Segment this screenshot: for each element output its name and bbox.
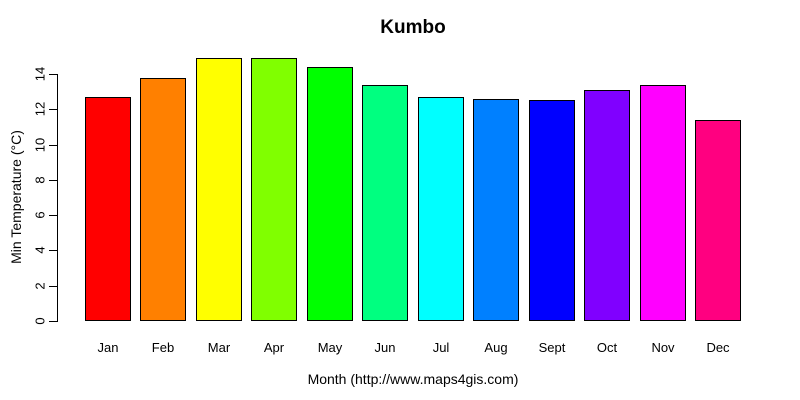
bar-may [307, 67, 353, 321]
bar-oct [584, 90, 630, 321]
x-tick-label-sept: Sept [538, 340, 566, 355]
bar-jan [85, 97, 131, 321]
bar-jun [362, 85, 408, 321]
y-tick-label-text: 14 [32, 66, 48, 82]
y-tick-label-text: 4 [32, 246, 48, 254]
x-tick-label-jun: Jun [374, 340, 396, 355]
y-tick-label-text: 12 [32, 101, 48, 117]
y-tick-mark-14 [49, 74, 57, 75]
bar-aug [473, 99, 519, 321]
x-tick-label-apr: Apr [263, 340, 285, 355]
chart-title: Kumbo [380, 17, 446, 38]
y-tick-mark-10 [49, 145, 57, 146]
bar-apr [251, 58, 297, 321]
y-tick-mark-12 [49, 109, 57, 110]
y-tick-label-text: 2 [32, 282, 48, 290]
y-axis-line [57, 74, 58, 322]
x-tick-label-jan: Jan [97, 340, 119, 355]
y-tick-mark-6 [49, 215, 57, 216]
x-tick-label-mar: Mar [207, 340, 231, 355]
x-tick-label-aug: Aug [484, 340, 508, 355]
y-tick-label-text: 6 [32, 211, 48, 219]
x-tick-label-feb: Feb [151, 340, 175, 355]
bar-jul [418, 97, 464, 321]
y-tick-mark-2 [49, 286, 57, 287]
x-tick-label-dec: Dec [706, 340, 730, 355]
x-tick-label-nov: Nov [651, 340, 675, 355]
y-tick-label-text: 10 [32, 137, 48, 153]
bar-mar [196, 58, 242, 321]
y-tick-mark-4 [49, 250, 57, 251]
bar-dec [695, 120, 741, 321]
bar-nov [640, 85, 686, 321]
x-tick-label-oct: Oct [596, 340, 618, 355]
y-tick-mark-8 [49, 180, 57, 181]
x-tick-label-jul: Jul [432, 340, 450, 355]
y-tick-mark-0 [49, 321, 57, 322]
y-tick-label-text: 0 [32, 317, 48, 325]
bar-sept [529, 100, 575, 321]
x-axis-title: Month (http://www.maps4gis.com) [307, 371, 519, 387]
y-axis-title-text: Min Temperature (°C) [8, 130, 24, 264]
bar-feb [140, 78, 186, 321]
x-tick-label-may: May [317, 340, 343, 355]
y-tick-label-text: 8 [32, 176, 48, 184]
